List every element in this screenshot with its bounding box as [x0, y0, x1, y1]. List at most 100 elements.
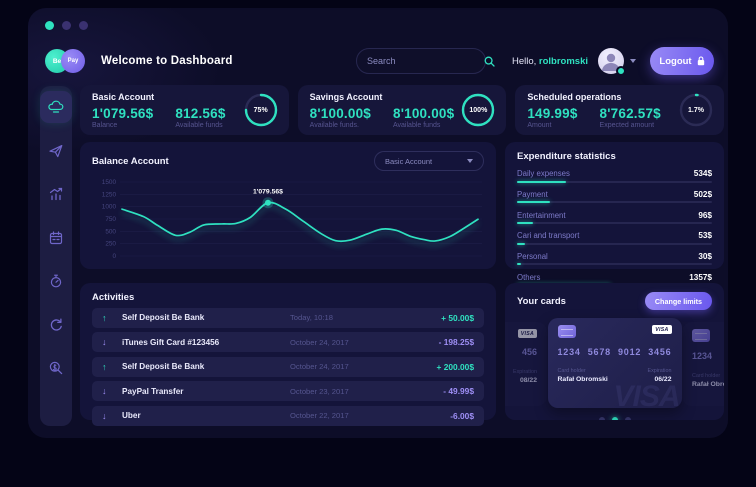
activity-row[interactable]: ↑ Self Deposit Be Bank October 24, 2017 + 2… [92, 356, 484, 377]
activity-row[interactable]: ↑ Self Deposit Be Bank Today, 10:18 + 50.00… [92, 307, 484, 328]
sidebar-item-transfers[interactable] [40, 135, 72, 167]
cards-carousel: VISA 456 Expiration 08/22 VISA 1234 5678 9… [505, 316, 724, 412]
stat-value-primary: 1'079.56$ Balance [92, 106, 154, 129]
card-chip-icon [692, 329, 710, 342]
percent-ring-label: 100% [469, 106, 488, 114]
activity-amount: - 49.99$ [443, 386, 474, 397]
visa-watermark: VISA [613, 380, 680, 408]
activity-amount: - 198.25$ [438, 337, 474, 348]
account-selector-value: Basic Account [385, 156, 433, 166]
balance-chart-panel: Balance Account Basic Account 1500 1250 10… [80, 142, 496, 269]
stat-card-3[interactable]: Scheduled operations 149.99$ Amount 8'762.5… [515, 85, 725, 135]
next-card[interactable]: 1234 Card holder Rafał Obromski [682, 322, 724, 406]
activity-row[interactable]: ↓ iTunes Gift Card #123456 October 24, 201… [92, 332, 484, 353]
expenditure-label: Entertainment [517, 210, 566, 220]
stat-label-primary: Balance [92, 122, 118, 129]
calendar-icon [49, 230, 63, 244]
carousel-dot-3[interactable] [624, 417, 631, 420]
activity-amount: -6.00$ [450, 410, 474, 421]
card-number-group: 3456 [648, 347, 672, 357]
stat-cards-row: Basic Account 1'079.56$ Balance 812.56$ Avai… [80, 85, 725, 135]
expenditure-row: Payment 502$ [517, 190, 712, 204]
logout-button[interactable]: Logout [650, 47, 714, 75]
expenditure-label: Others [517, 272, 541, 282]
stat-label-primary: Available funds. [309, 122, 359, 129]
arrow-down-icon: ↓ [102, 410, 107, 421]
activity-row[interactable]: ↓ PayPal Transfer October 23, 2017 - 49.99$ [92, 381, 484, 402]
traffic-light-2[interactable] [62, 21, 71, 30]
stat-value-secondary: 812.56$ Available funds [175, 106, 226, 129]
carousel-dot-1[interactable] [598, 417, 605, 420]
avatar[interactable] [598, 48, 626, 76]
sidebar-item-calendar[interactable] [40, 222, 72, 254]
activity-date: Today, 10:18 [290, 313, 333, 323]
activity-row[interactable]: ↓ Uber October 22, 2017 -6.00$ [92, 405, 484, 426]
expenditure-bar-track [517, 242, 712, 245]
sidebar-item-statistics[interactable] [40, 178, 72, 210]
page-title: Welcome to Dashboard [101, 55, 233, 67]
logo: Be Pay [45, 48, 87, 74]
activity-name: Self Deposit Be Bank [122, 362, 205, 372]
search-funds-icon [49, 361, 63, 375]
stat-card-title: Savings Account [309, 92, 383, 102]
expenditure-bar-track [517, 263, 712, 266]
your-cards-title: Your cards [517, 295, 566, 307]
header: Be Pay Welcome to Dashboard Hello, rolbr… [45, 44, 714, 78]
card-exp-label: Expiration [647, 368, 672, 374]
username: rolbromski [538, 55, 588, 67]
arrow-up-icon: ↑ [102, 312, 107, 323]
card-number-group: 1234 [557, 347, 581, 357]
expenditure-value: 96$ [698, 210, 712, 220]
sidebar-item-history[interactable] [40, 309, 72, 341]
arrow-down-icon: ↓ [102, 337, 107, 348]
visa-badge: VISA [652, 325, 672, 334]
expenditure-value: 502$ [693, 189, 712, 199]
activity-amount: + 200.00$ [436, 361, 475, 372]
expenditure-value: 53$ [698, 231, 712, 241]
activity-name: iTunes Gift Card #123456 [122, 337, 220, 347]
lock-icon [697, 56, 704, 66]
account-selector[interactable]: Basic Account [374, 151, 484, 171]
stat-card-title: Scheduled operations [527, 92, 622, 102]
card-holder-label: Card holder [557, 368, 586, 374]
stat-card-1[interactable]: Basic Account 1'079.56$ Balance 812.56$ Avai… [80, 85, 289, 135]
activity-date: October 22, 2017 [290, 411, 349, 421]
expenditure-bar-fill [517, 242, 525, 245]
card-holder-name: Rafał Obromski [557, 376, 608, 383]
expenditure-value: 30$ [698, 251, 712, 261]
expenditure-title: Expenditure statistics [517, 151, 616, 162]
search-input[interactable] [366, 56, 484, 66]
svg-text:0: 0 [112, 253, 116, 260]
greeting: Hello, rolbromski [511, 55, 588, 67]
search-icon[interactable] [484, 56, 495, 67]
stat-label-primary: Amount [527, 122, 552, 129]
activities-rows: ↑ Self Deposit Be Bank Today, 10:18 + 50.00… [92, 307, 484, 426]
activity-date: October 23, 2017 [290, 386, 349, 396]
svg-text:1000: 1000 [102, 204, 117, 211]
svg-text:750: 750 [105, 216, 116, 223]
credit-card[interactable]: VISA 1234 5678 9012 3456 Card holder Rafał … [547, 318, 682, 408]
sidebar-item-scheduled[interactable] [40, 265, 72, 297]
stat-card-2[interactable]: Savings Account 8'100.00$ Available funds.… [297, 85, 507, 135]
dashboard-icon [48, 100, 64, 113]
chart-marker-label: 1'079.56$ [253, 189, 283, 196]
expenditure-row: Cari and transport 53$ [517, 231, 712, 245]
sidebar [40, 86, 72, 426]
change-limits-button[interactable]: Change limits [644, 292, 712, 310]
expenditure-rows: Daily expenses 534$ Payment 502$ Entertainme… [517, 169, 712, 287]
traffic-light-1[interactable] [45, 21, 54, 30]
sidebar-item-dashboard[interactable] [40, 91, 72, 123]
expenditure-label: Cari and transport [517, 231, 580, 241]
sidebar-item-search-funds[interactable] [40, 352, 72, 384]
chevron-down-icon[interactable] [630, 59, 636, 63]
previous-card[interactable]: VISA 456 Expiration 08/22 [505, 322, 547, 406]
activity-name: Self Deposit Be Bank [122, 313, 205, 323]
activity-date: October 24, 2017 [290, 337, 349, 347]
logo-pay-circle: Pay [61, 49, 85, 73]
svg-text:500: 500 [105, 228, 116, 235]
traffic-light-3[interactable] [79, 21, 88, 30]
percent-ring-label: 1.7% [688, 106, 704, 114]
search-box[interactable] [355, 48, 495, 74]
carousel-dot-2[interactable] [611, 417, 618, 420]
expenditure-bar-fill [517, 180, 566, 183]
